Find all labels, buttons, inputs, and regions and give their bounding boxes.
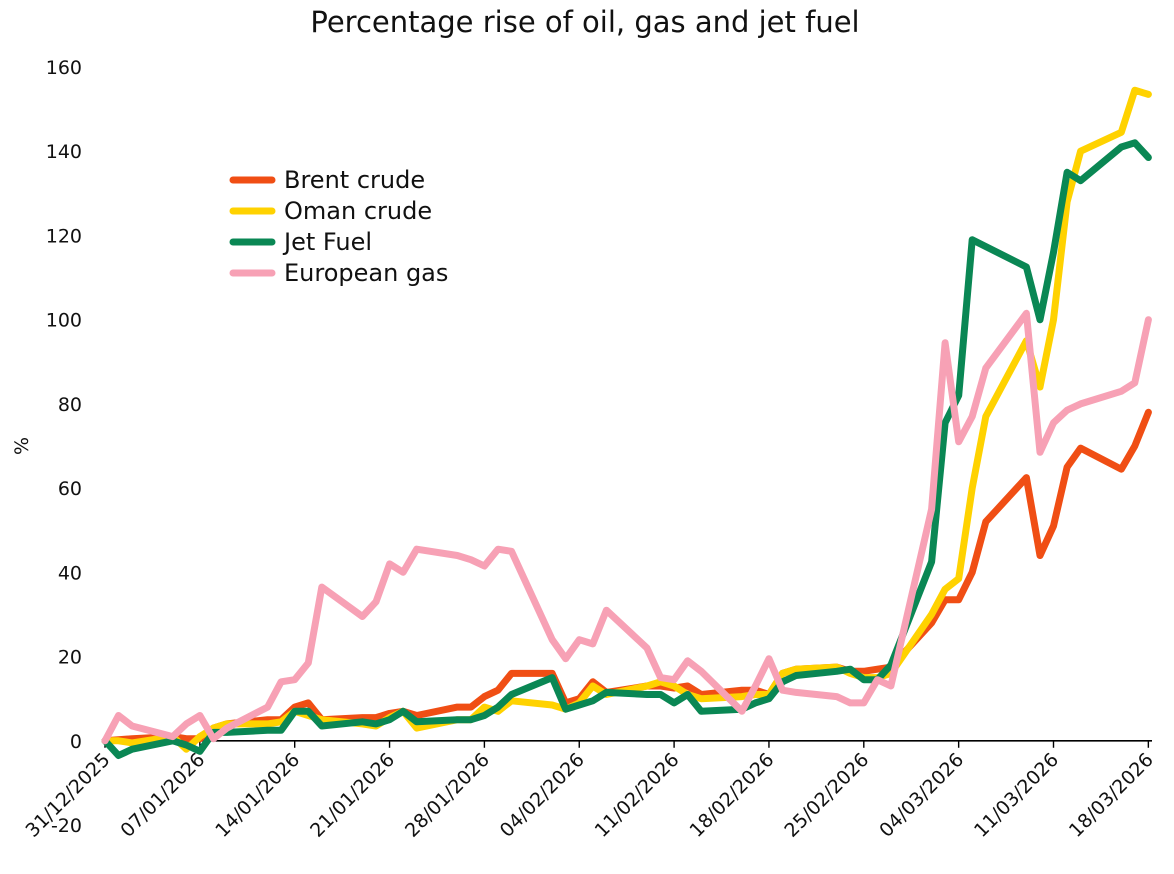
x-tick-label: 25/02/2026 xyxy=(780,749,873,842)
x-tick-label: 14/01/2026 xyxy=(211,749,304,842)
y-tick-label: -20 xyxy=(51,815,82,837)
y-axis-ticks: -20 0 20 40 60 80 100 120 140 160 xyxy=(46,57,82,837)
y-tick-label: 40 xyxy=(58,562,82,584)
chart-title: Percentage rise of oil, gas and jet fuel xyxy=(310,5,859,39)
y-tick-label: 60 xyxy=(58,478,82,500)
x-tick-label: 11/03/2026 xyxy=(970,749,1063,842)
x-tick-label: 04/03/2026 xyxy=(875,749,968,842)
y-tick-label: 100 xyxy=(46,310,82,332)
y-tick-label: 140 xyxy=(46,141,82,163)
x-tick-label: 21/01/2026 xyxy=(306,749,399,842)
x-tick-label: 04/02/2026 xyxy=(496,749,589,842)
x-tick-label: 18/02/2026 xyxy=(685,749,778,842)
y-tick-label: 20 xyxy=(58,647,82,669)
series-line-oman-crude xyxy=(101,86,1152,753)
y-axis-label: % xyxy=(11,437,33,455)
legend: Brent crude Oman crude Jet Fuel European ga… xyxy=(229,166,448,287)
series-line-european-gas xyxy=(101,309,1152,745)
y-tick-label: 120 xyxy=(46,225,82,247)
x-axis-ticks: 31/12/2025 07/01/2026 14/01/2026 21/01/2026… xyxy=(22,740,1158,842)
y-tick-label: 0 xyxy=(70,731,82,753)
legend-label: European gas xyxy=(284,259,448,287)
x-tick-label: 28/01/2026 xyxy=(401,749,494,842)
legend-label: Jet Fuel xyxy=(282,228,372,256)
y-tick-label: 80 xyxy=(58,394,82,416)
legend-label: Oman crude xyxy=(284,197,432,225)
x-tick-label: 11/02/2026 xyxy=(591,749,684,842)
x-tick-label: 07/01/2026 xyxy=(116,749,209,842)
series-line-jet-fuel xyxy=(101,139,1152,759)
legend-label: Brent crude xyxy=(284,166,425,194)
x-tick-label: 18/03/2026 xyxy=(1065,749,1158,842)
series-lines xyxy=(101,86,1152,759)
y-tick-label: 160 xyxy=(46,57,82,79)
